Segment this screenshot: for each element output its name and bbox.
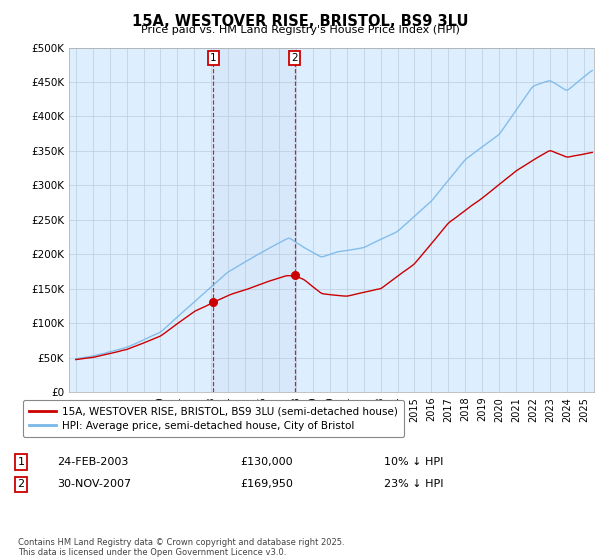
Text: 15A, WESTOVER RISE, BRISTOL, BS9 3LU: 15A, WESTOVER RISE, BRISTOL, BS9 3LU — [132, 14, 468, 29]
Text: 23% ↓ HPI: 23% ↓ HPI — [384, 479, 443, 489]
Text: £130,000: £130,000 — [240, 457, 293, 467]
Text: £169,950: £169,950 — [240, 479, 293, 489]
Text: 24-FEB-2003: 24-FEB-2003 — [57, 457, 128, 467]
Text: 1: 1 — [17, 457, 25, 467]
Text: 1: 1 — [210, 53, 217, 63]
Text: Price paid vs. HM Land Registry's House Price Index (HPI): Price paid vs. HM Land Registry's House … — [140, 25, 460, 35]
Text: 30-NOV-2007: 30-NOV-2007 — [57, 479, 131, 489]
Legend: 15A, WESTOVER RISE, BRISTOL, BS9 3LU (semi-detached house), HPI: Average price, : 15A, WESTOVER RISE, BRISTOL, BS9 3LU (se… — [23, 400, 404, 437]
Text: Contains HM Land Registry data © Crown copyright and database right 2025.
This d: Contains HM Land Registry data © Crown c… — [18, 538, 344, 557]
Bar — [213, 48, 295, 392]
Text: 2: 2 — [291, 53, 298, 63]
Text: 10% ↓ HPI: 10% ↓ HPI — [384, 457, 443, 467]
Point — [208, 298, 218, 307]
Text: 2: 2 — [17, 479, 25, 489]
Point — [290, 270, 299, 279]
